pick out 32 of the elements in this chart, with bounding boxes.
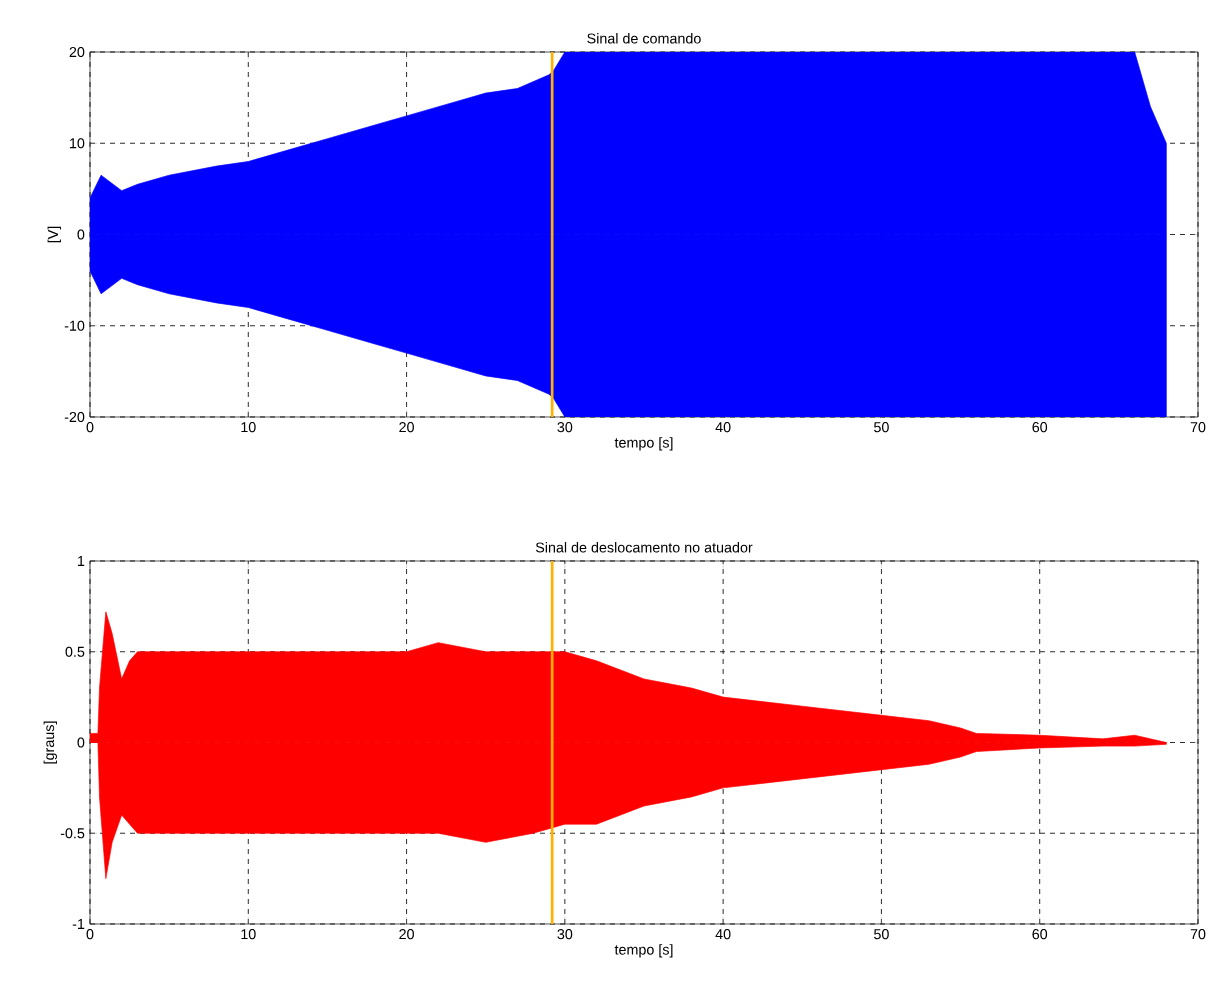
x-tick-label: 60 (1032, 422, 1048, 433)
x-tick-label: 70 (1190, 422, 1206, 433)
y-tick-label: -0.5 (60, 828, 85, 839)
y-tick-label: -1 (72, 919, 85, 929)
y-axis-title: [V] (47, 226, 61, 243)
y-tick-label: 0 (77, 229, 85, 240)
y-axis-title: [graus] (43, 721, 57, 764)
x-tick-label: 60 (1032, 929, 1048, 940)
x-tick-label: 30 (557, 929, 573, 940)
chart-title: Sinal de deslocamento no atuador (535, 542, 753, 553)
x-tick-label: 10 (241, 929, 256, 940)
x-tick-label: 10 (241, 422, 256, 433)
x-tick-label: 50 (874, 422, 889, 433)
x-tick-label: 50 (874, 929, 889, 940)
chart-title: Sinal de comando (587, 33, 701, 44)
y-tick-label: -10 (64, 320, 85, 331)
x-tick-label: 0 (86, 929, 94, 940)
y-tick-label: 20 (69, 46, 85, 58)
x-axis-title: tempo [s] (614, 944, 673, 958)
x-tick-label: 20 (399, 422, 414, 433)
x-tick-label: 70 (1190, 929, 1206, 940)
x-tick-label: 30 (557, 422, 573, 433)
x-tick-label: 40 (715, 929, 731, 940)
x-tick-label: 20 (399, 929, 414, 940)
y-tick-label: -20 (64, 411, 85, 423)
x-axis-title: tempo [s] (614, 437, 673, 451)
x-tick-label: 0 (86, 422, 94, 433)
y-tick-label: 0 (77, 737, 85, 748)
y-tick-label: 10 (70, 138, 85, 149)
y-tick-label: 1 (78, 556, 85, 566)
x-tick-label: 40 (715, 422, 731, 433)
y-tick-label: 0.5 (65, 646, 85, 657)
